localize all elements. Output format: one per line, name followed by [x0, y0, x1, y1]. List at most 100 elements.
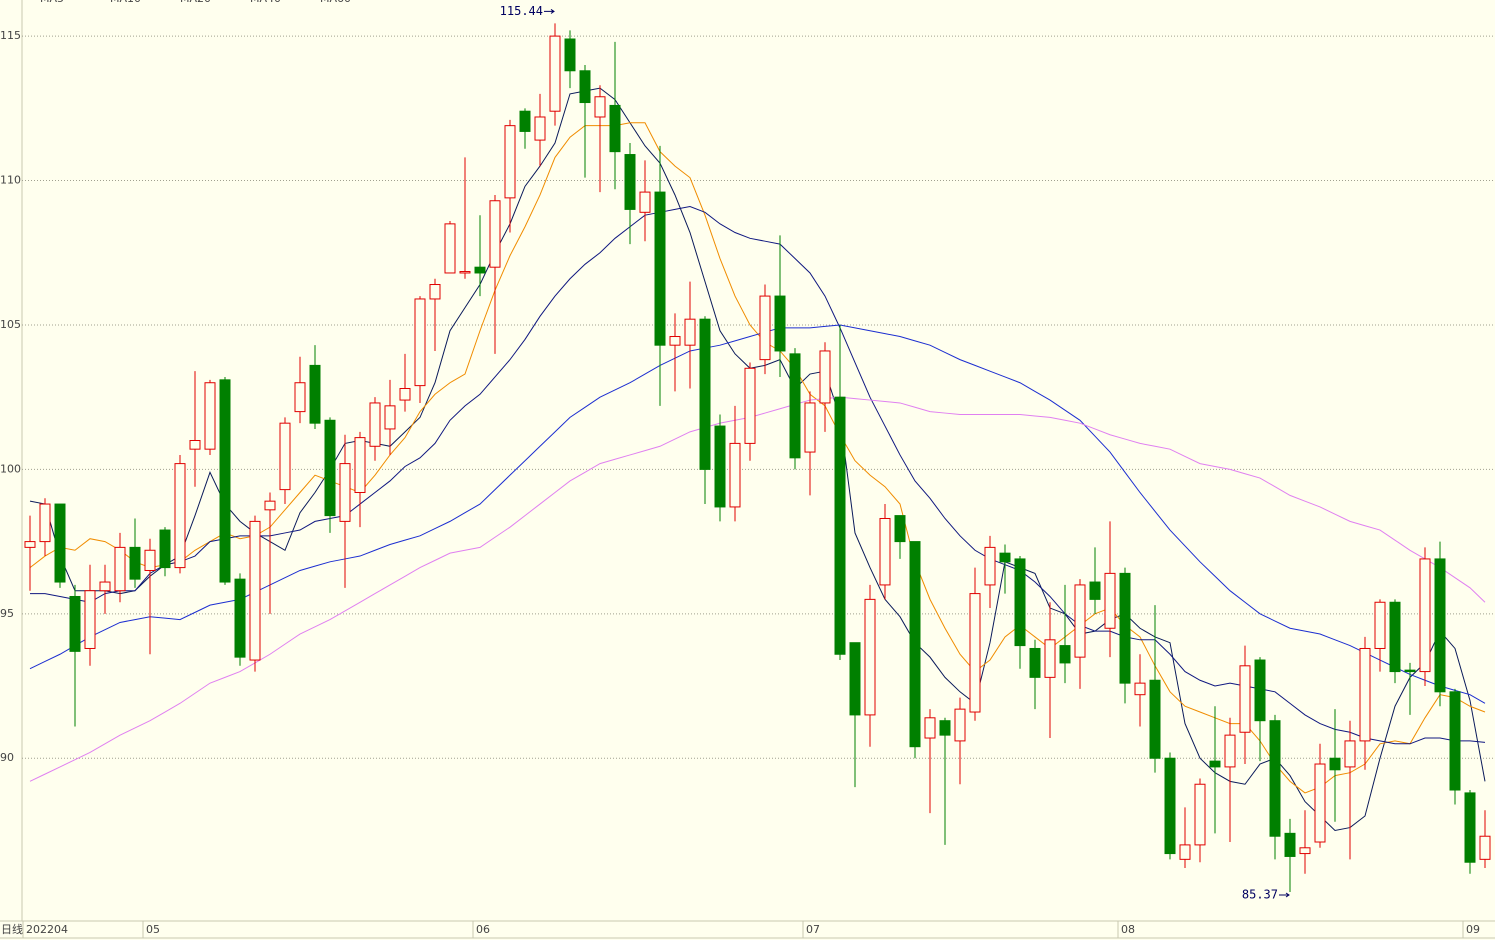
- candle-body: [594, 96, 606, 118]
- candle-body: [984, 546, 996, 586]
- x-tick-label: 09: [1466, 923, 1480, 936]
- candle-body: [1449, 691, 1461, 791]
- y-tick-label: 110: [0, 174, 21, 187]
- candle-body: [399, 388, 411, 401]
- candle-body: [924, 717, 936, 739]
- candle-body: [729, 442, 741, 508]
- candle-body: [579, 70, 591, 104]
- candle-body: [189, 440, 201, 450]
- candle-body: [429, 284, 441, 300]
- x-tick-label: 07: [806, 923, 820, 936]
- candle-body: [1119, 572, 1131, 684]
- period-label: 日线: [1, 922, 23, 936]
- candle-body: [1014, 558, 1026, 647]
- y-tick-label: 95: [0, 607, 14, 620]
- candle-body: [1134, 682, 1146, 696]
- candle-body: [174, 463, 186, 569]
- candle-body: [1074, 584, 1086, 658]
- candle-body: [114, 546, 126, 592]
- ma-line: [29, 87, 1486, 831]
- candle-body: [1404, 669, 1416, 673]
- candle-body: [849, 642, 861, 716]
- candle-body: [864, 598, 876, 716]
- candle-body: [1149, 679, 1161, 759]
- candle-body: [1359, 647, 1371, 742]
- candle-body: [1344, 740, 1356, 768]
- candle-body: [774, 295, 786, 352]
- candle-body: [999, 552, 1011, 563]
- candle-body: [759, 295, 771, 361]
- candle-body: [69, 595, 81, 652]
- candle-body: [789, 353, 801, 459]
- candle-body: [669, 336, 681, 346]
- x-tick-label: 08: [1121, 923, 1135, 936]
- candle-body: [1059, 645, 1071, 664]
- candle-body: [489, 200, 501, 268]
- candle-body: [84, 590, 96, 649]
- candle-body: [1464, 792, 1476, 863]
- candle-body: [294, 382, 306, 413]
- x-tick-label: 202204: [26, 923, 68, 936]
- candle-body: [1164, 757, 1176, 855]
- y-tick-label: 115: [0, 29, 21, 42]
- legend-entry: MA40: [250, 0, 281, 5]
- candle-body: [219, 379, 231, 583]
- candle-body: [819, 350, 831, 404]
- ma-line: [29, 396, 1486, 782]
- candle-body: [879, 517, 891, 586]
- candle-body: [1089, 581, 1101, 600]
- candle-body: [1194, 783, 1206, 846]
- candle-body: [144, 549, 156, 571]
- candle-body: [909, 541, 921, 748]
- candle-body: [1434, 558, 1446, 693]
- candle-body: [264, 500, 276, 511]
- candle-body: [39, 503, 51, 543]
- candle-body: [1314, 763, 1326, 843]
- candle-body: [519, 110, 531, 132]
- candle-body: [309, 364, 321, 424]
- candle-body: [534, 116, 546, 141]
- candle-body: [129, 546, 141, 580]
- candle-body: [339, 463, 351, 522]
- x-tick-label: 05: [146, 923, 160, 936]
- candle-body: [834, 396, 846, 655]
- candle-body: [699, 318, 711, 470]
- candle-body: [369, 402, 381, 447]
- candle-body: [654, 191, 666, 346]
- candle-body: [444, 223, 456, 274]
- candle-body: [1224, 734, 1236, 768]
- legend-entry: MA60: [320, 0, 351, 5]
- y-tick-label: 100: [0, 462, 21, 475]
- legend-entry: MA5: [40, 0, 64, 5]
- candle-body: [384, 405, 396, 430]
- candle-body: [459, 271, 471, 274]
- candle-body: [54, 503, 66, 583]
- candle-body: [1479, 835, 1491, 860]
- candle-body: [1284, 832, 1296, 857]
- candle-body: [474, 266, 486, 274]
- candle-body: [804, 402, 816, 453]
- min-arrow: [1279, 892, 1290, 898]
- candle-body: [234, 578, 246, 658]
- candle-body: [894, 515, 906, 543]
- candle-body: [1389, 601, 1401, 673]
- candle-body: [1209, 760, 1221, 768]
- candle-body: [1299, 847, 1311, 855]
- ma-line: [29, 324, 1486, 704]
- y-tick-label: 90: [0, 751, 14, 764]
- legend-entry: MA10: [110, 0, 141, 5]
- candle-body: [714, 425, 726, 508]
- candle-body: [549, 35, 561, 112]
- candle-body: [204, 382, 216, 450]
- candle-body: [1269, 720, 1281, 837]
- max-arrow: [544, 8, 555, 14]
- candle-body: [99, 581, 111, 592]
- candle-body: [954, 708, 966, 742]
- x-tick-label: 06: [476, 923, 490, 936]
- candle-body: [744, 367, 756, 444]
- y-tick-label: 105: [0, 318, 21, 331]
- candle-body: [1419, 558, 1431, 673]
- candle-body: [1104, 572, 1116, 629]
